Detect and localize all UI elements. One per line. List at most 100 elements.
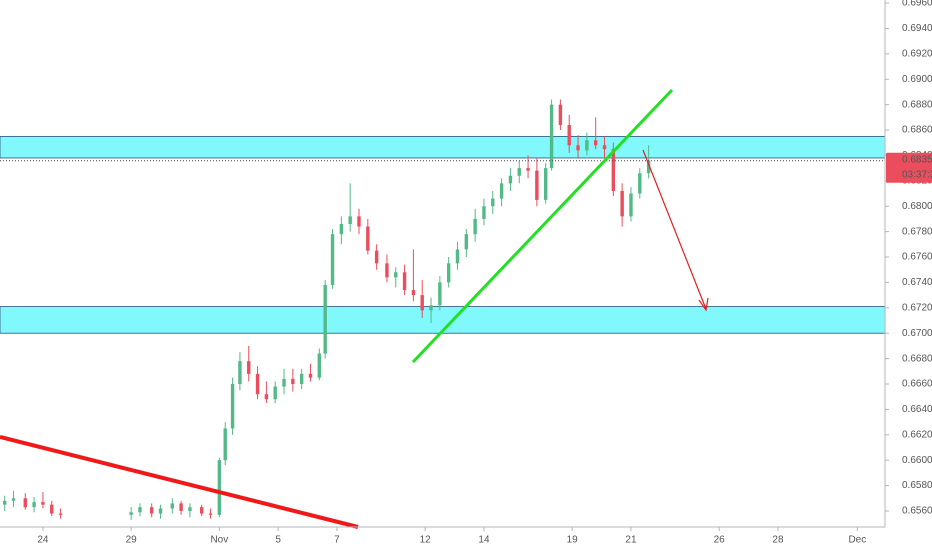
candle-body [366,226,370,251]
candle-body [576,145,580,151]
candle-body [179,503,183,511]
x-tick-label: 21 [625,535,637,546]
candle-body [394,272,398,278]
candle-body [348,216,352,225]
candle-body [491,198,495,207]
candle-body [247,361,251,374]
candle-body [11,498,16,501]
candle-body [374,250,379,264]
x-tick-label: 7 [334,535,340,546]
candle-body [585,140,589,151]
candle-body [188,507,192,511]
trend-line [411,88,674,364]
candle-body [602,145,607,150]
last-price-tag [886,152,932,183]
candle-body [255,373,260,395]
candle-body [611,149,616,191]
x-tick-label: 26 [714,535,726,546]
candle-body [438,282,442,306]
last-price-label: 0.68358 [902,154,932,165]
candle-body [58,513,63,515]
x-tick-label: Nov [210,535,228,546]
candle-body [217,460,222,515]
countdown: 03:37:32 [902,169,932,180]
candle-body [482,206,486,219]
candle-body [473,218,477,235]
candle-body [238,361,242,385]
trend-line [0,435,359,529]
candle-body [299,373,304,385]
x-tick-label: Dec [848,535,866,546]
candle-body [385,263,389,278]
candle-body [41,502,45,505]
candle-body [50,504,54,514]
candle-body [317,353,322,378]
x-tick-label: 14 [478,535,490,546]
candle-body [549,104,554,169]
candle-body [464,234,469,250]
candle-body [420,295,424,311]
candle-body [308,373,313,378]
candle-body [282,378,286,387]
zone [0,306,886,334]
candle-body [330,234,335,285]
candle-body [638,173,642,194]
candle-body [429,305,433,311]
candle-body [129,512,133,515]
x-tick-label: 5 [275,535,281,546]
arrow-head [698,297,709,312]
candle-body [138,507,142,513]
candle-body [150,507,154,514]
candle-body [264,394,269,400]
candle-body [517,168,521,176]
candle-body [291,378,295,385]
candle-body [223,428,227,461]
candle-body [593,140,598,146]
candle-body [32,502,36,508]
candle-body [535,170,539,200]
candle-body [323,284,327,354]
candle-body [455,249,460,264]
candle-body [158,508,163,514]
y-tick-label: 0.69600 [902,0,932,9]
candle-body [544,168,548,200]
arrow [642,149,707,310]
candle-body [199,507,204,514]
x-tick-label: 29 [126,535,138,546]
candle-body [402,272,407,291]
candle-body [208,513,213,515]
candle-body [558,104,563,125]
candle-body [170,503,174,509]
x-tick-label: 19 [567,535,579,546]
candle-body [273,386,277,400]
candle-body [23,498,27,508]
candle-body [508,175,513,184]
x-tick-label: 28 [772,535,784,546]
x-tick-label: 12 [420,535,432,546]
candle-body [499,183,504,199]
candle-body [357,216,361,227]
candle-body [526,168,530,171]
candle-body [567,124,571,146]
candle-body [3,500,7,505]
